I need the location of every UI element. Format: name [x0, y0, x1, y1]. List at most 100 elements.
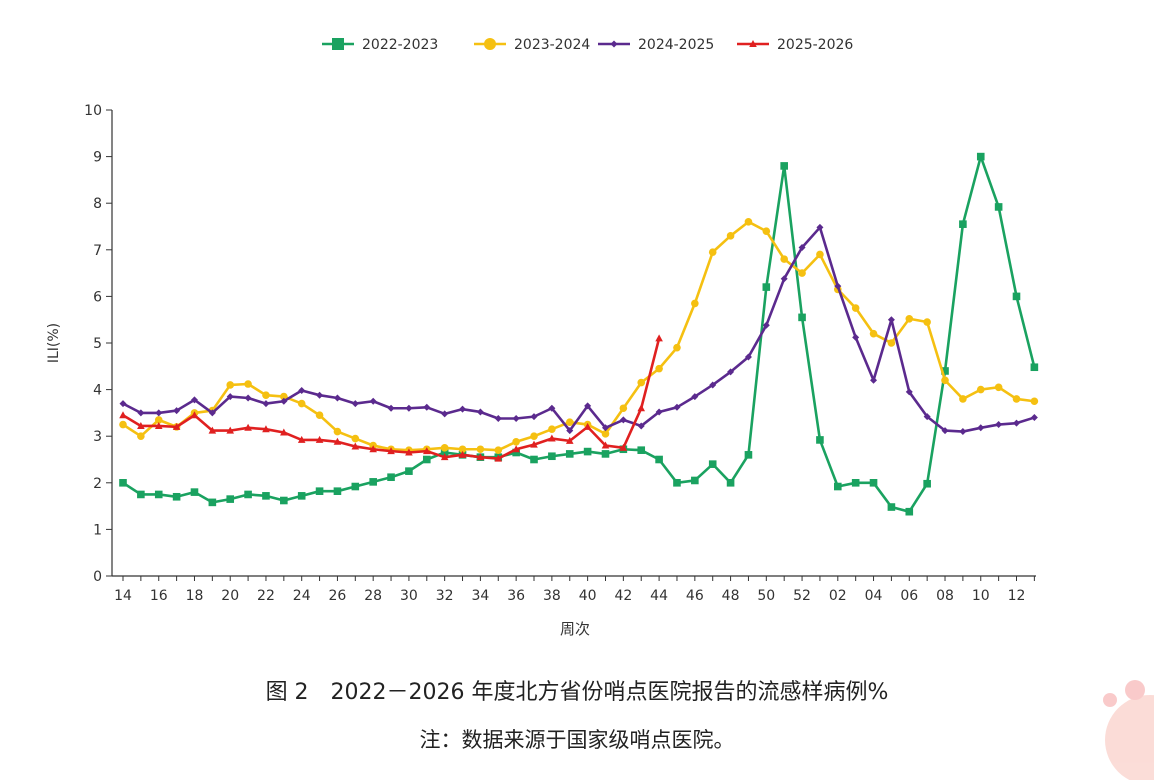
x-tick-label: 10	[972, 588, 990, 604]
data-point	[512, 448, 520, 457]
data-point	[476, 408, 484, 416]
data-point	[119, 400, 127, 408]
data-point	[119, 420, 127, 429]
y-tick-label: 1	[93, 522, 102, 538]
data-point	[548, 434, 556, 442]
data-point	[244, 394, 252, 402]
x-tick-label: 08	[936, 588, 954, 604]
data-point	[441, 410, 449, 418]
data-point	[976, 385, 985, 394]
x-tick-label: 12	[1008, 588, 1026, 604]
x-tick-label: 44	[650, 588, 668, 604]
data-point	[851, 304, 860, 312]
data-point	[137, 409, 145, 417]
data-point	[154, 421, 163, 429]
data-point	[458, 445, 467, 454]
virus-decoration	[1103, 680, 1154, 780]
legend-marker-icon	[610, 40, 618, 48]
data-point	[941, 427, 949, 435]
data-point	[190, 411, 199, 419]
data-point	[655, 334, 663, 342]
data-point	[565, 436, 574, 444]
data-point	[440, 448, 449, 457]
data-point	[208, 498, 217, 507]
data-point	[548, 452, 556, 461]
data-point	[154, 490, 163, 499]
legend-item-2025-2026[interactable]: 2025-2026	[737, 37, 853, 53]
series-line	[122, 155, 1036, 513]
data-point	[387, 404, 395, 412]
x-tick-label: 48	[722, 588, 740, 604]
data-point	[494, 414, 502, 422]
data-point	[852, 333, 860, 341]
legend-item-2022-2023[interactable]: 2022-2023	[322, 37, 438, 53]
data-point	[405, 404, 413, 412]
data-point	[155, 409, 163, 417]
x-tick-label: 22	[257, 588, 275, 604]
data-point	[262, 425, 270, 433]
legend-item-2023-2024[interactable]: 2023-2024	[474, 37, 590, 53]
figure-caption: 图 2 2022－2026 年度北方省份哨点医院报告的流感样病例%	[265, 680, 889, 705]
data-point	[280, 392, 288, 401]
data-point	[440, 444, 449, 452]
x-tick-label: 38	[543, 588, 561, 604]
data-point	[369, 478, 377, 486]
x-tick-label: 46	[686, 588, 704, 604]
data-point	[494, 446, 503, 454]
legend-label: 2024-2025	[638, 37, 714, 53]
data-point	[637, 404, 646, 412]
data-point	[583, 447, 592, 456]
data-point	[762, 227, 771, 235]
data-point	[941, 376, 949, 385]
data-point	[298, 387, 306, 395]
data-point	[512, 414, 520, 422]
x-tick-label: 40	[579, 588, 597, 604]
y-tick-label: 9	[93, 150, 102, 166]
data-point	[691, 393, 699, 401]
data-point	[976, 152, 985, 161]
x-tick-label: 20	[221, 588, 239, 604]
data-point	[727, 368, 735, 376]
data-point	[655, 455, 663, 464]
data-point	[565, 418, 574, 427]
y-tick-label: 7	[93, 243, 102, 259]
data-point	[816, 223, 824, 231]
data-point	[387, 447, 395, 455]
data-point	[887, 339, 896, 347]
data-point	[333, 394, 341, 402]
legend-label: 2025-2026	[777, 37, 853, 53]
x-tick-label: 06	[900, 588, 918, 604]
legend-item-2024-2025[interactable]: 2024-2025	[598, 37, 714, 53]
data-point	[816, 436, 824, 444]
legend-label: 2023-2024	[514, 37, 590, 53]
data-point	[637, 422, 645, 430]
y-tick-label: 2	[93, 476, 102, 492]
data-point	[691, 299, 699, 308]
data-point	[530, 455, 538, 464]
data-point	[315, 487, 324, 495]
data-point	[905, 314, 914, 323]
x-tick-label: 04	[865, 588, 883, 604]
data-point	[1012, 292, 1021, 301]
data-point	[834, 282, 842, 290]
data-point	[619, 416, 627, 424]
data-point	[476, 445, 485, 454]
x-tick-label: 52	[793, 588, 811, 604]
data-point	[244, 490, 252, 499]
data-point	[673, 479, 681, 487]
data-point	[494, 454, 503, 462]
data-point	[173, 407, 181, 415]
data-point	[583, 422, 592, 430]
data-point	[887, 503, 896, 511]
legend-label: 2022-2023	[362, 37, 438, 53]
series-2022-2023	[119, 152, 1039, 516]
data-point	[923, 413, 931, 421]
x-tick-label: 14	[114, 588, 132, 604]
data-point	[959, 220, 967, 228]
data-point	[744, 218, 753, 226]
legend-marker-icon	[749, 40, 757, 47]
data-point	[869, 329, 878, 338]
data-point	[280, 428, 288, 436]
data-point	[798, 243, 806, 251]
